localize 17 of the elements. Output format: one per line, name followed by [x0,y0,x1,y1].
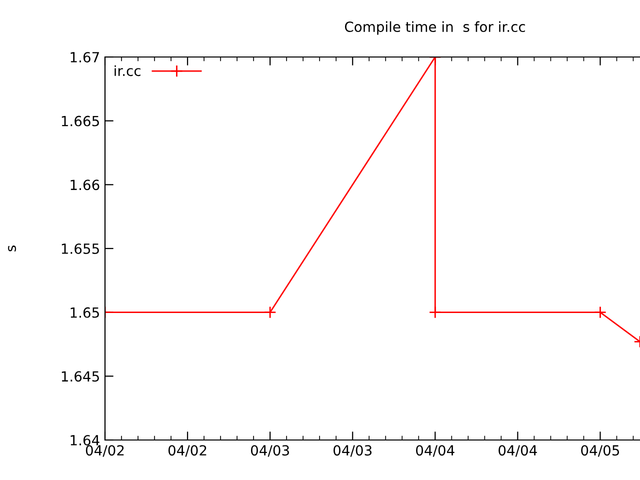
x-tick-label: 04/03 [250,445,289,457]
y-tick-label: 1.66 [70,180,100,190]
y-tick-label: 1.67 [70,52,99,62]
x-tick-label: 04/05 [581,445,620,457]
chart-title: Compile time in s for ir.cc [344,21,525,35]
legend-label: ir.cc [114,65,140,76]
x-tick-label: 04/04 [416,445,454,457]
y-tick-label: 1.655 [62,243,99,254]
y-axis-title: s [8,246,16,252]
x-tick-label: 04/02 [168,445,206,457]
y-tick-label: 1.64 [70,434,100,446]
x-tick-label: 04/03 [334,445,372,457]
y-tick-label: 1.645 [62,371,99,382]
y-tick-label: 1.65 [70,307,99,318]
y-tick-label: 1.665 [62,116,99,126]
x-tick-label: 04/02 [86,445,124,457]
x-tick-label: 04/04 [498,445,537,457]
